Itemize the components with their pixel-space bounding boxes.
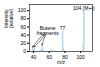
svg-text:Intensity(relative): Intensity(relative) [3, 8, 15, 28]
svg-text:77: 77 [60, 25, 66, 31]
svg-text:0: 0 [23, 48, 26, 54]
svg-text:80: 80 [62, 53, 68, 60]
svg-text:100: 100 [18, 7, 27, 13]
svg-text:100: 100 [77, 54, 86, 60]
svg-text:20: 20 [20, 40, 26, 46]
svg-text:60: 60 [46, 54, 52, 60]
svg-text:40: 40 [20, 32, 26, 38]
svg-text:Butenefragments: Butenefragments [36, 25, 59, 36]
svg-text:60: 60 [20, 24, 26, 30]
svg-text:104 (M+•): 104 (M+•) [73, 5, 95, 11]
svg-text:80: 80 [20, 15, 26, 21]
svg-text:40: 40 [31, 54, 37, 60]
svg-text:m/z: m/z [57, 59, 66, 65]
